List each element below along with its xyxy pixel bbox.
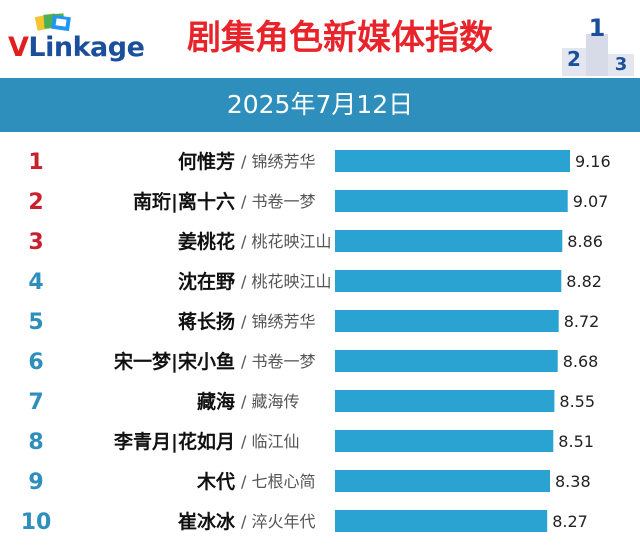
- character-name: 崔冰冰: [178, 510, 236, 533]
- value-label: 8.82: [566, 272, 602, 291]
- index-bar: [335, 230, 563, 252]
- character-name: 藏海: [197, 390, 235, 413]
- value-label: 8.72: [564, 312, 600, 331]
- cards-logo-icon: [34, 13, 71, 32]
- index-bar: [335, 430, 554, 452]
- character-name: 沈在野: [178, 270, 235, 293]
- value-label: 8.27: [552, 512, 588, 531]
- rank-number: 5: [28, 310, 43, 335]
- logo-letter-v: V: [8, 32, 29, 63]
- show-name: / 锦绣芳华: [241, 312, 315, 331]
- index-bar: [335, 190, 568, 212]
- show-name: / 桃花映江山: [241, 232, 331, 251]
- date-banner: 2025年7月12日: [0, 78, 640, 132]
- index-bar: [335, 350, 558, 372]
- page-title: 剧集角色新媒体指数: [187, 18, 493, 58]
- value-label: 9.07: [573, 192, 609, 211]
- rank-number: 3: [28, 230, 43, 255]
- rank-number: 10: [21, 510, 52, 535]
- podium-digit: 1: [589, 14, 606, 42]
- rank-number: 2: [28, 190, 43, 215]
- index-bar: [335, 270, 562, 292]
- show-name: / 书卷一梦: [241, 352, 315, 371]
- index-bar: [335, 150, 570, 172]
- rank-number: 6: [28, 350, 43, 375]
- logo-wordmark: Linkage: [28, 32, 145, 63]
- rank-number: 8: [28, 430, 43, 455]
- index-bar: [335, 310, 559, 332]
- header: VLinkage 剧集角色新媒体指数 2 1 3: [0, 0, 640, 78]
- rank-number: 1: [28, 150, 43, 175]
- character-name: 宋一梦|宋小鱼: [113, 350, 235, 373]
- brand-logo: VLinkage: [8, 30, 145, 66]
- rank-number: 4: [28, 270, 43, 295]
- value-label: 9.16: [575, 152, 611, 171]
- character-name: 何惟芳: [178, 150, 235, 173]
- value-label: 8.38: [555, 472, 591, 491]
- show-name: / 书卷一梦: [241, 192, 315, 211]
- show-name: / 藏海传: [241, 392, 299, 411]
- index-bar: [335, 510, 548, 532]
- value-label: 8.68: [563, 352, 599, 371]
- value-label: 8.51: [558, 432, 594, 451]
- show-name: / 临江仙: [241, 432, 299, 451]
- show-name: / 淬火年代: [241, 512, 315, 531]
- podium-123-icon: 2 1 3: [562, 14, 634, 76]
- show-name: / 桃花映江山: [241, 272, 331, 291]
- index-bar: [335, 470, 550, 492]
- character-name: 李青月|花如月: [113, 430, 235, 453]
- podium-digit: 2: [567, 47, 581, 71]
- show-name: / 锦绣芳华: [241, 152, 315, 171]
- value-label: 8.86: [567, 232, 603, 251]
- rank-number: 7: [28, 390, 43, 415]
- rank-number: 9: [28, 470, 43, 495]
- character-name: 木代: [196, 470, 235, 493]
- character-name: 蒋长扬: [178, 310, 235, 333]
- character-name: 南珩|离十六: [133, 190, 235, 213]
- index-bar: [335, 390, 555, 412]
- value-label: 8.55: [559, 392, 595, 411]
- show-name: / 七根心简: [241, 472, 315, 491]
- character-name: 姜桃花: [178, 230, 235, 253]
- podium-digit: 3: [615, 54, 628, 75]
- ranking-bar-chart: 1 何惟芳 / 锦绣芳华 9.16 2 南珩|离十六 / 书卷一梦 9.07 3 姜桃花 / 桃花映…: [21, 150, 611, 535]
